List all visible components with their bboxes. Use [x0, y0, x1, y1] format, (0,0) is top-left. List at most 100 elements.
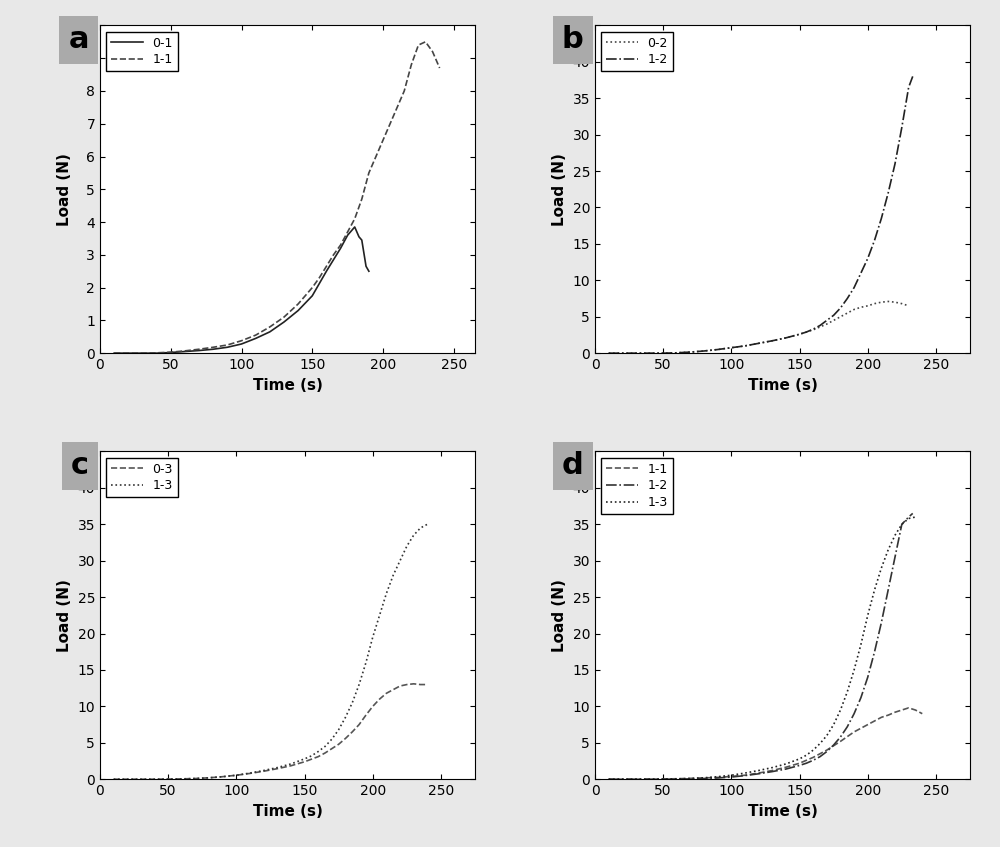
Line: 1-1: 1-1 [114, 42, 440, 353]
1-3 [780, 759, 792, 769]
1-2 [657, 774, 669, 784]
1-3 [855, 639, 867, 650]
1-3 [414, 523, 426, 533]
1-1 [712, 772, 724, 783]
1-1 [349, 213, 361, 224]
1-2 [800, 327, 812, 337]
0-3 [353, 720, 365, 730]
0-3 [244, 768, 256, 778]
1-1 [356, 194, 368, 204]
1-3 [203, 772, 215, 783]
1-3 [135, 774, 147, 784]
1-1 [306, 283, 318, 293]
Legend: 1-1, 1-2, 1-3: 1-1, 1-2, 1-3 [601, 457, 673, 514]
1-1 [151, 348, 163, 358]
1-1 [327, 250, 339, 260]
1-2 [678, 347, 690, 357]
0-3 [258, 767, 270, 777]
1-3 [346, 698, 358, 708]
0-3 [176, 774, 188, 784]
Y-axis label: Load (N): Load (N) [57, 152, 72, 225]
X-axis label: Time (s): Time (s) [253, 378, 322, 392]
0-3 [367, 701, 379, 711]
1-1 [313, 273, 325, 283]
1-2 [664, 348, 676, 358]
1-1 [889, 707, 901, 717]
1-1 [684, 773, 696, 783]
1-1 [807, 752, 819, 762]
1-2 [753, 338, 765, 348]
1-3 [299, 754, 311, 764]
1-1 [108, 348, 120, 358]
0-1 [122, 348, 134, 358]
1-3 [189, 773, 201, 783]
1-3 [162, 774, 174, 784]
1-3 [684, 773, 696, 783]
Line: 1-2: 1-2 [609, 513, 913, 779]
1-2 [907, 71, 919, 81]
1-2 [834, 303, 846, 313]
1-1 [739, 770, 751, 780]
1-3 [739, 768, 751, 778]
1-2 [896, 519, 908, 529]
0-2 [814, 322, 826, 332]
1-2 [814, 751, 826, 761]
1-1 [916, 709, 928, 719]
0-2 [780, 333, 792, 343]
0-1 [360, 261, 372, 271]
0-1 [335, 243, 347, 253]
1-3 [230, 770, 242, 780]
1-3 [401, 541, 413, 551]
1-1 [391, 102, 403, 113]
1-2 [644, 774, 656, 784]
1-1 [278, 312, 290, 322]
1-1 [427, 47, 439, 57]
1-3 [408, 530, 420, 540]
0-3 [421, 679, 433, 689]
1-3 [258, 766, 270, 776]
0-2 [616, 348, 628, 358]
1-2 [712, 772, 724, 783]
0-1 [179, 346, 191, 357]
1-2 [862, 253, 874, 263]
1-2 [896, 122, 908, 132]
1-3 [616, 774, 628, 784]
1-1 [342, 227, 354, 237]
0-3 [271, 764, 283, 774]
1-3 [909, 512, 921, 522]
1-3 [333, 725, 345, 735]
1-3 [326, 734, 338, 745]
0-2 [834, 312, 846, 322]
1-3 [671, 774, 683, 784]
0-1 [207, 344, 219, 354]
0-3 [285, 761, 297, 771]
0-3 [387, 684, 399, 695]
0-3 [203, 772, 215, 783]
0-2 [630, 348, 642, 358]
1-2 [630, 348, 642, 358]
0-3 [401, 679, 413, 689]
0-3 [394, 681, 406, 691]
0-3 [162, 774, 174, 784]
1-3 [821, 730, 833, 740]
1-2 [794, 761, 806, 771]
0-3 [312, 751, 324, 761]
Legend: 0-1, 1-1: 0-1, 1-1 [106, 31, 178, 71]
0-2 [869, 298, 881, 308]
0-1 [264, 327, 276, 337]
1-2 [725, 343, 737, 353]
0-1 [136, 348, 148, 358]
1-3 [657, 774, 669, 784]
1-1 [882, 710, 894, 720]
1-2 [671, 348, 683, 358]
1-3 [644, 774, 656, 784]
0-3 [217, 772, 229, 782]
0-3 [414, 679, 426, 689]
1-1 [903, 703, 915, 713]
0-3 [305, 754, 317, 764]
1-1 [122, 348, 134, 358]
1-2 [875, 213, 887, 224]
0-3 [299, 756, 311, 767]
0-3 [108, 774, 120, 784]
0-2 [657, 348, 669, 358]
